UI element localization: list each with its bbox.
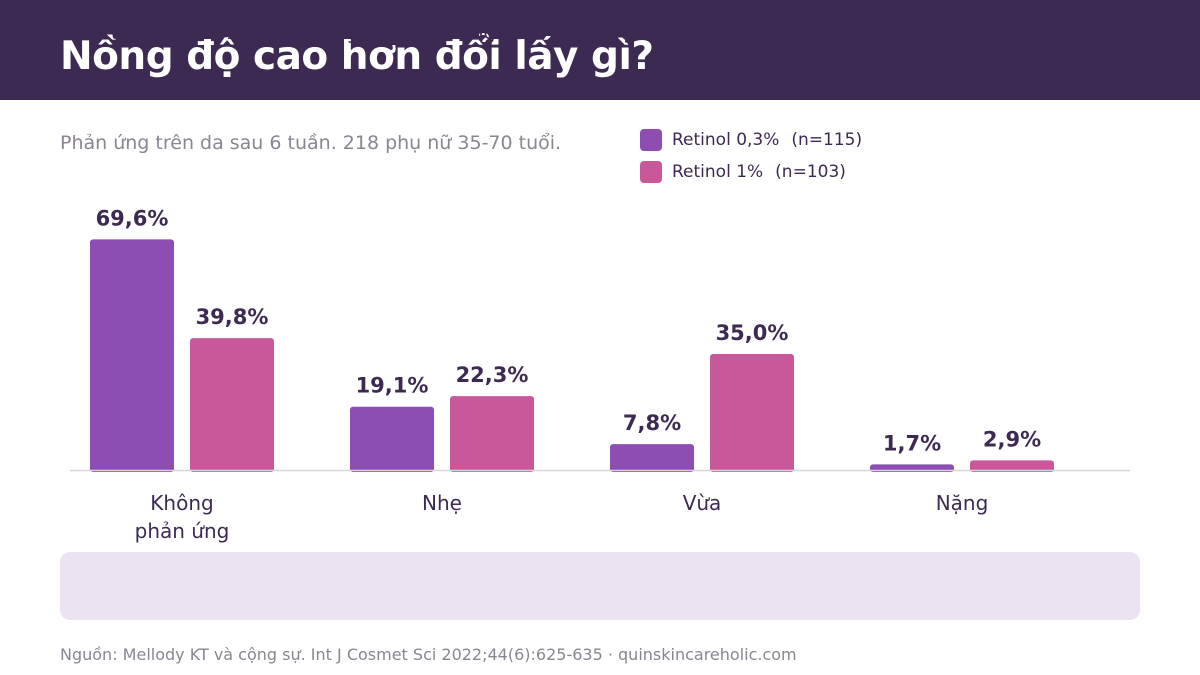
legend-label: Retinol 1% — [672, 162, 764, 182]
header-bar: Nồng độ cao hơn đổi lấy gì? — [0, 0, 1200, 100]
legend-label: Retinol 0,3% — [672, 130, 780, 150]
note-text: Nhảy từ 0,3% lên 1%: phản ứng mức vừa tă… — [55, 22, 1145, 44]
bar-series-1-cat-3 — [610, 444, 694, 472]
note-box — [60, 552, 1140, 620]
data-label: 22,3% — [456, 363, 529, 387]
data-label: 35,0% — [716, 321, 789, 345]
data-label: 7,8% — [623, 411, 681, 435]
category-label: Nhẹ — [422, 491, 462, 515]
category-label: Nặng — [936, 491, 989, 515]
bar-series-2-cat-3 — [710, 354, 794, 472]
legend-count: (n=115) — [791, 130, 863, 150]
bar-series-1-cat-2 — [350, 406, 434, 472]
category-label: Không — [150, 491, 213, 515]
page-title: Nồng độ cao hơn đổi lấy gì? — [60, 34, 654, 79]
legend-swatch-retinol-0-3 — [640, 129, 662, 151]
bar-series-2-cat-4 — [970, 460, 1054, 472]
data-label: 39,8% — [196, 305, 269, 329]
bar-chart: 69,6% 39,8% Không phản ứng 19,1% 22,3% Nhẹ 7,8%… — [70, 206, 1130, 543]
legend-swatch-retinol-1 — [640, 161, 662, 183]
data-label: 19,1% — [356, 374, 429, 398]
category-label: phản ứng — [135, 519, 230, 543]
data-label: 2,9% — [983, 427, 1041, 451]
legend-item-retinol-0-3: Retinol 0,3% (n=115) — [640, 128, 862, 152]
data-label: 1,7% — [883, 431, 941, 455]
bar-series-2-cat-1 — [190, 338, 274, 472]
source-citation: Nguồn: Mellody KT và cộng sự. Int J Cosm… — [60, 645, 797, 664]
legend-item-retinol-1: Retinol 1% (n=103) — [640, 160, 846, 184]
legend-count: (n=103) — [775, 162, 846, 182]
data-label: 69,6% — [96, 206, 169, 230]
chart-subtitle: Phản ứng trên da sau 6 tuần. 218 phụ nữ … — [60, 132, 562, 154]
bar-series-2-cat-2 — [450, 396, 534, 472]
bar-series-1-cat-1 — [90, 239, 174, 472]
category-label: Vừa — [683, 491, 722, 515]
